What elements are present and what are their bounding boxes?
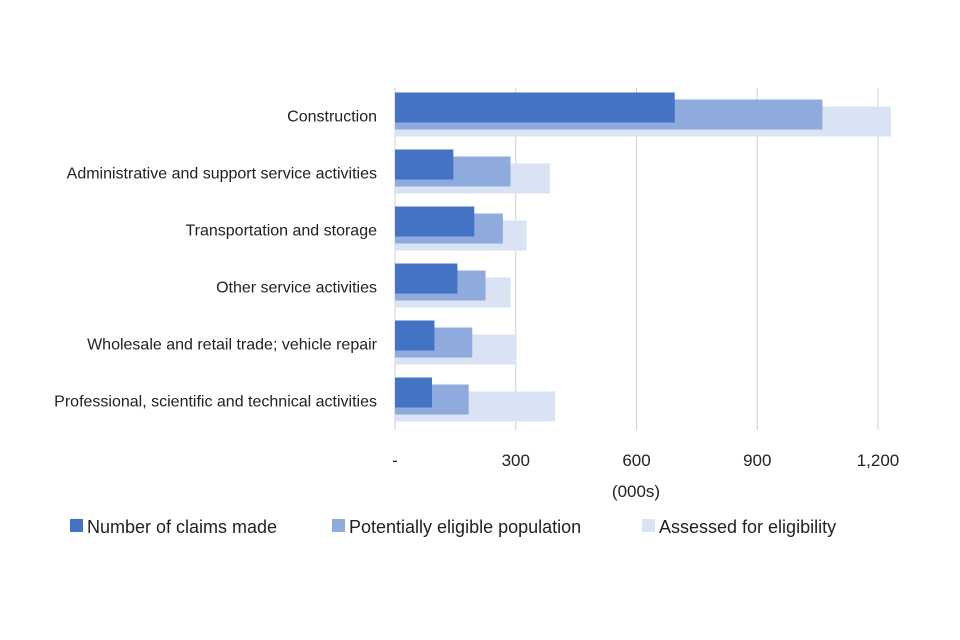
bar-number-of-claims-made	[395, 149, 454, 180]
category-label: Wholesale and retail trade; vehicle repa…	[87, 337, 378, 354]
bar-number-of-claims-made	[395, 377, 433, 408]
category-label: Other service activities	[216, 280, 377, 297]
x-tick-labels: - 300 600 900 1,200	[392, 451, 899, 470]
category-label: Professional, scientific and technical a…	[54, 394, 377, 411]
bar-number-of-claims-made	[395, 206, 475, 237]
legend-swatch	[332, 519, 345, 532]
bar-number-of-claims-made	[395, 320, 435, 351]
bar-number-of-claims-made	[395, 263, 458, 294]
x-tick-label: 300	[502, 451, 530, 470]
category-label: Construction	[287, 109, 377, 126]
legend-label: Assessed for eligibility	[659, 517, 836, 537]
x-tick-label: 1,200	[857, 451, 900, 470]
legend-swatch	[642, 519, 655, 532]
category-label: Transportation and storage	[185, 223, 377, 240]
x-axis-label: (000s)	[612, 482, 660, 501]
x-tick-label: 900	[743, 451, 771, 470]
legend: Number of claims made Potentially eligibl…	[70, 517, 836, 537]
x-tick-label: -	[392, 451, 398, 470]
category-label: Administrative and support service activ…	[67, 166, 377, 183]
legend-label: Number of claims made	[87, 517, 277, 537]
legend-swatch	[70, 519, 83, 532]
bar-number-of-claims-made	[395, 92, 675, 123]
legend-label: Potentially eligible population	[349, 517, 581, 537]
gridlines	[394, 88, 879, 430]
x-tick-label: 600	[622, 451, 650, 470]
bars	[395, 92, 891, 422]
category-labels: Construction Administrative and support s…	[54, 109, 377, 411]
